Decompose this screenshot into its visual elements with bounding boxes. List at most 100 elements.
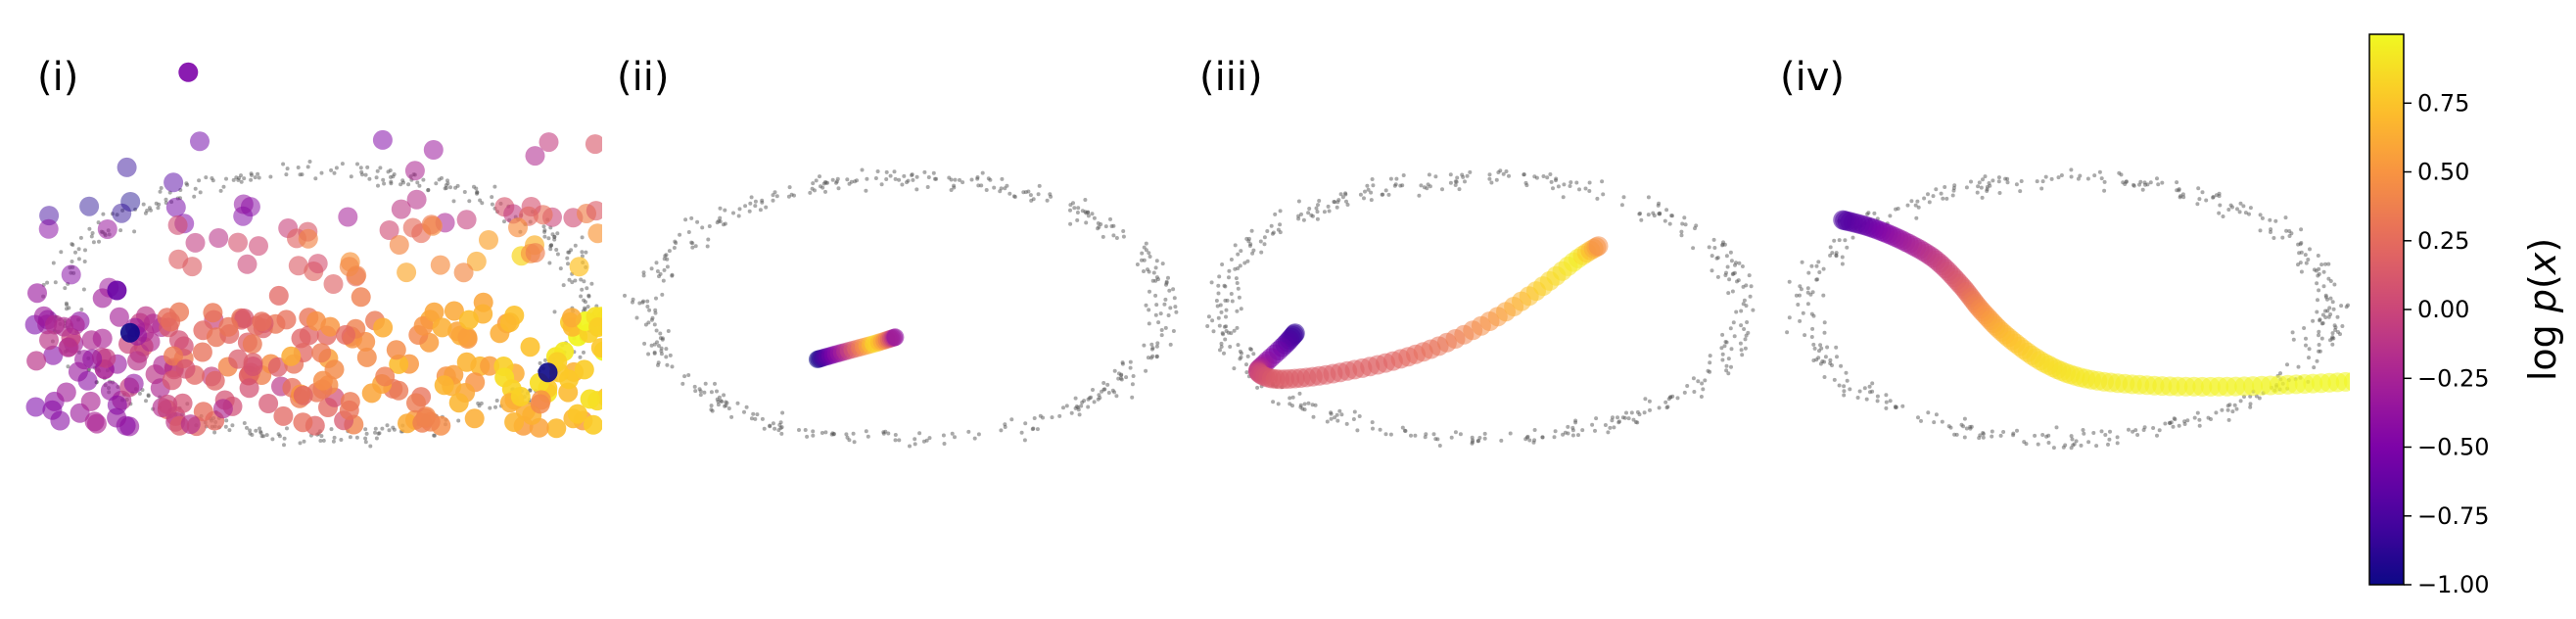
- ring-point: [1740, 264, 1745, 268]
- ring-point: [1629, 410, 1634, 415]
- ring-point: [1250, 251, 1255, 256]
- ring-point: [1103, 224, 1108, 229]
- ring-point: [1229, 258, 1234, 262]
- ring-point: [2163, 421, 2168, 426]
- sample-point: [311, 343, 332, 363]
- ring-point: [725, 401, 729, 405]
- ring-point: [1561, 195, 1566, 200]
- ring-point: [2079, 443, 2084, 448]
- ring-point: [926, 175, 931, 179]
- ring-point: [2218, 203, 2223, 208]
- ring-point: [1735, 279, 1739, 284]
- ring-point: [1832, 377, 1837, 382]
- ring-point: [1110, 388, 1115, 393]
- ring-point: [1149, 342, 1154, 347]
- panel-ii: [623, 167, 1179, 449]
- ring-point: [2315, 358, 2319, 363]
- ring-point: [1378, 427, 1382, 432]
- ring-point: [1173, 305, 1178, 310]
- ring-point: [1842, 393, 1847, 398]
- ring-point: [1108, 216, 1112, 221]
- ring-point: [1255, 385, 1260, 390]
- ring-point: [1313, 403, 1318, 407]
- ring-point: [456, 418, 461, 423]
- ring-point: [2283, 215, 2288, 220]
- ring-point: [1822, 320, 1827, 325]
- ring-point: [1980, 195, 1985, 200]
- ring-point: [893, 438, 898, 443]
- ring-point: [1840, 262, 1845, 266]
- sample-point: [162, 370, 182, 391]
- ring-point: [554, 248, 559, 252]
- ring-point: [1683, 222, 1688, 227]
- ring-point: [448, 185, 452, 190]
- ring-point: [1680, 221, 1685, 226]
- ring-point: [445, 178, 449, 183]
- ring-point: [897, 177, 902, 182]
- ring-point: [1830, 251, 1835, 256]
- ring-point: [1041, 415, 1045, 420]
- ring-point: [758, 208, 763, 213]
- ring-point: [1278, 230, 1283, 235]
- ring-point: [440, 175, 444, 180]
- ring-point: [1845, 245, 1850, 250]
- ring-point: [2257, 396, 2262, 401]
- ring-point: [1985, 184, 1990, 189]
- ring-point: [1151, 270, 1156, 275]
- ring-point: [1237, 295, 1241, 300]
- ring-point: [2247, 212, 2251, 216]
- ring-point: [192, 194, 197, 199]
- ring-point: [1168, 306, 1173, 310]
- ring-point: [1997, 191, 2002, 195]
- ring-point: [1482, 431, 1487, 436]
- colorbar-label: log p(x): [2521, 238, 2564, 381]
- ring-point: [652, 322, 657, 327]
- ring-point: [2290, 330, 2295, 335]
- ring-point: [1577, 187, 1581, 192]
- ring-point: [1556, 184, 1561, 189]
- sample-point: [389, 380, 409, 401]
- ring-point: [245, 425, 249, 430]
- ring-point: [2323, 315, 2328, 319]
- sample-point: [161, 311, 181, 332]
- ring-point: [2258, 213, 2263, 217]
- ring-point: [1562, 182, 1567, 187]
- ring-point: [969, 177, 974, 182]
- ring-point: [586, 293, 591, 298]
- ring-point: [2086, 440, 2091, 445]
- ring-point: [1236, 343, 1241, 348]
- ring-point: [893, 433, 898, 437]
- sample-point: [172, 393, 193, 413]
- ring-point: [942, 442, 947, 446]
- ring-point: [368, 444, 373, 449]
- ring-point: [949, 188, 954, 192]
- ring-point: [421, 177, 426, 182]
- ring-point: [1981, 435, 1986, 440]
- ring-point: [884, 169, 889, 174]
- ring-point: [1914, 215, 1919, 220]
- ring-point: [1229, 331, 1234, 336]
- ring-point: [1747, 273, 1752, 278]
- ring-point: [137, 391, 142, 396]
- ring-point: [2298, 242, 2303, 247]
- sample-point: [530, 394, 550, 414]
- ring-point: [363, 172, 368, 177]
- ring-point: [51, 261, 56, 265]
- ring-point: [1153, 265, 1158, 270]
- ring-point: [558, 266, 563, 271]
- ring-point: [1710, 254, 1714, 259]
- ring-point: [2328, 296, 2333, 301]
- ring-point: [2133, 428, 2138, 433]
- ring-point: [1149, 347, 1154, 352]
- ring-point: [645, 305, 650, 309]
- ring-point: [658, 271, 663, 276]
- ring-point: [1337, 408, 1342, 413]
- ring-point: [771, 198, 775, 203]
- ring-point: [947, 175, 952, 180]
- ring-point: [156, 206, 161, 211]
- ring-point: [2298, 261, 2303, 265]
- ring-point: [941, 433, 946, 438]
- ring-point: [2328, 338, 2332, 343]
- ring-point: [1019, 430, 1024, 435]
- ring-point: [1358, 192, 1363, 197]
